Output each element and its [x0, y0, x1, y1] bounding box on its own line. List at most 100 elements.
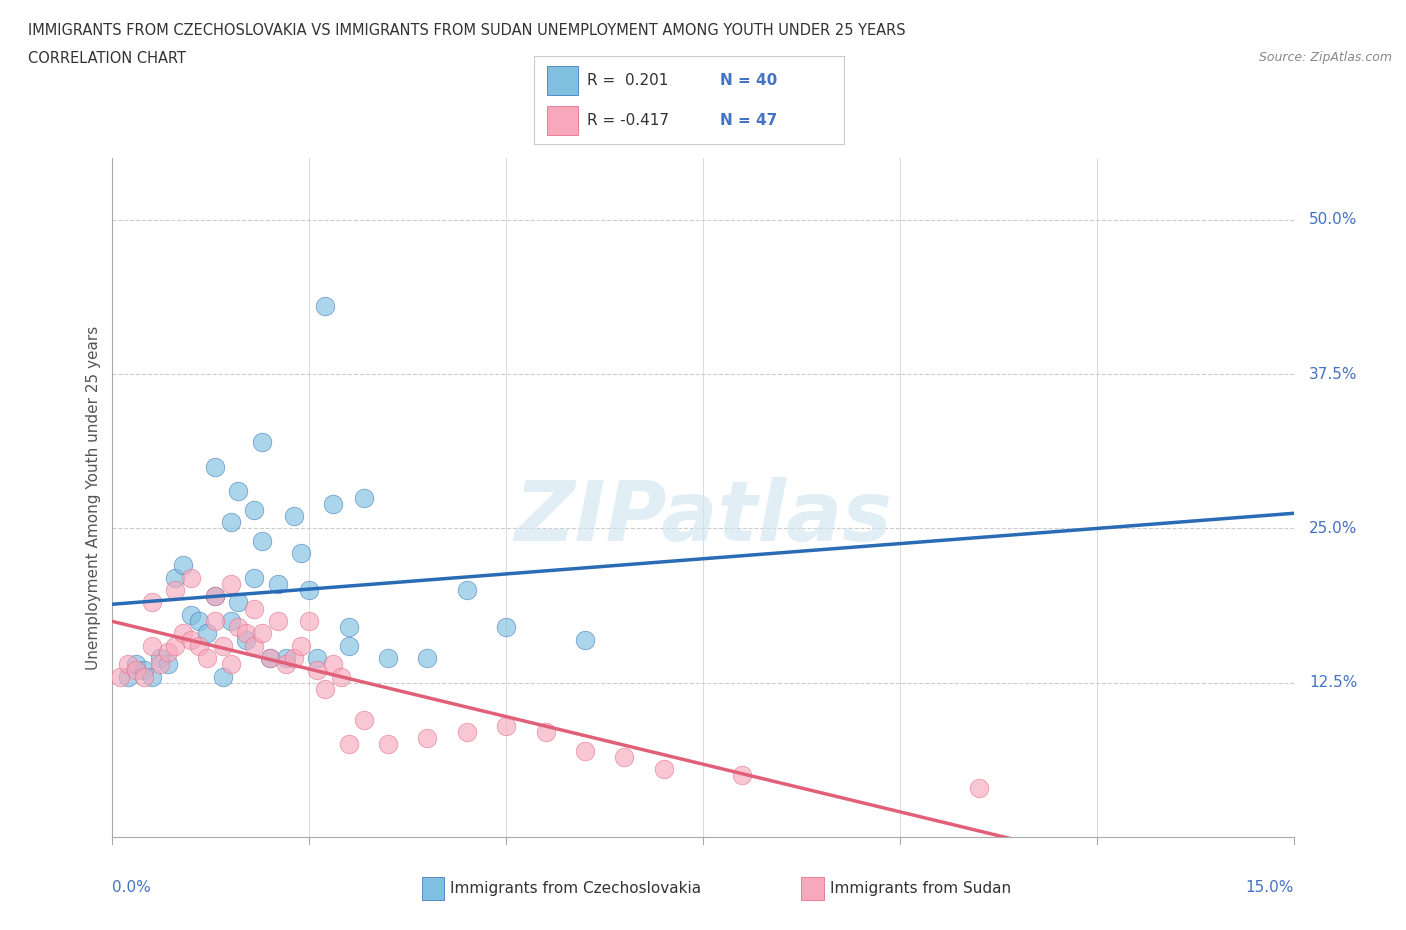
Point [235, 632, 257, 647]
Text: Immigrants from Czechoslovakia: Immigrants from Czechoslovakia [450, 881, 702, 896]
Point [377, 737, 399, 751]
Point [652, 762, 675, 777]
Point [314, 299, 336, 313]
Point [149, 651, 172, 666]
Text: 0.0%: 0.0% [112, 880, 152, 896]
Point [243, 502, 266, 517]
Point [156, 657, 179, 671]
Point [204, 589, 226, 604]
Point [243, 570, 266, 585]
Point [110, 669, 132, 684]
Text: CORRELATION CHART: CORRELATION CHART [28, 51, 186, 66]
Point [243, 601, 266, 616]
Point [495, 619, 517, 634]
Text: Source: ZipAtlas.com: Source: ZipAtlas.com [1258, 51, 1392, 64]
Point [456, 583, 478, 598]
Point [267, 614, 290, 629]
Point [322, 657, 344, 671]
Point [219, 657, 242, 671]
Text: R = -0.417: R = -0.417 [586, 113, 669, 127]
Point [132, 669, 155, 684]
Point [156, 644, 179, 659]
Point [228, 484, 250, 498]
Text: 15.0%: 15.0% [1246, 880, 1294, 896]
Point [337, 619, 360, 634]
Bar [547, 65, 578, 95]
Text: 12.5%: 12.5% [1309, 675, 1358, 690]
Point [250, 626, 273, 641]
Point [329, 669, 352, 684]
Point [180, 570, 202, 585]
Point [298, 614, 321, 629]
Point [377, 651, 399, 666]
Point [307, 651, 329, 666]
Text: R =  0.201: R = 0.201 [586, 73, 668, 88]
Point [132, 663, 155, 678]
Point [204, 614, 226, 629]
Point [172, 626, 194, 641]
Point [195, 651, 218, 666]
Text: IMMIGRANTS FROM CZECHOSLOVAKIA VS IMMIGRANTS FROM SUDAN UNEMPLOYMENT AMONG YOUTH: IMMIGRANTS FROM CZECHOSLOVAKIA VS IMMIGR… [28, 23, 905, 38]
Point [235, 626, 257, 641]
Point [180, 607, 202, 622]
Point [125, 663, 148, 678]
Point [290, 546, 312, 561]
Text: N = 47: N = 47 [720, 113, 778, 127]
Point [613, 750, 636, 764]
Text: 25.0%: 25.0% [1309, 521, 1358, 536]
Point [314, 682, 336, 697]
Point [211, 638, 233, 653]
Point [416, 651, 439, 666]
Point [307, 663, 329, 678]
Point [456, 724, 478, 739]
Point [322, 497, 344, 512]
Point [117, 657, 139, 671]
Point [267, 577, 290, 591]
Point [534, 724, 557, 739]
Point [165, 570, 187, 585]
Point [211, 669, 233, 684]
Point [259, 651, 281, 666]
Point [219, 515, 242, 530]
Point [353, 490, 375, 505]
Point [731, 768, 754, 783]
Point [204, 589, 226, 604]
Point [298, 583, 321, 598]
Y-axis label: Unemployment Among Youth under 25 years: Unemployment Among Youth under 25 years [86, 326, 101, 670]
Point [283, 509, 305, 524]
Point [165, 583, 187, 598]
Bar [547, 106, 578, 136]
Point [574, 743, 596, 758]
Text: Immigrants from Sudan: Immigrants from Sudan [830, 881, 1011, 896]
Point [219, 577, 242, 591]
Point [290, 638, 312, 653]
Point [141, 638, 163, 653]
Point [188, 638, 211, 653]
Point [337, 638, 360, 653]
Text: 37.5%: 37.5% [1309, 366, 1358, 381]
Point [195, 626, 218, 641]
Point [180, 632, 202, 647]
Point [149, 657, 172, 671]
Point [274, 657, 297, 671]
Point [125, 657, 148, 671]
Point [250, 533, 273, 548]
Text: N = 40: N = 40 [720, 73, 778, 88]
Point [141, 669, 163, 684]
Point [283, 651, 305, 666]
Point [495, 719, 517, 734]
Point [165, 638, 187, 653]
Point [219, 614, 242, 629]
Point [259, 651, 281, 666]
Point [117, 669, 139, 684]
Point [274, 651, 297, 666]
Text: ZIPatlas: ZIPatlas [515, 477, 891, 558]
Point [353, 712, 375, 727]
Text: 50.0%: 50.0% [1309, 212, 1358, 227]
Point [337, 737, 360, 751]
Point [204, 459, 226, 474]
Point [188, 614, 211, 629]
Point [416, 731, 439, 746]
Point [141, 595, 163, 610]
Point [172, 558, 194, 573]
